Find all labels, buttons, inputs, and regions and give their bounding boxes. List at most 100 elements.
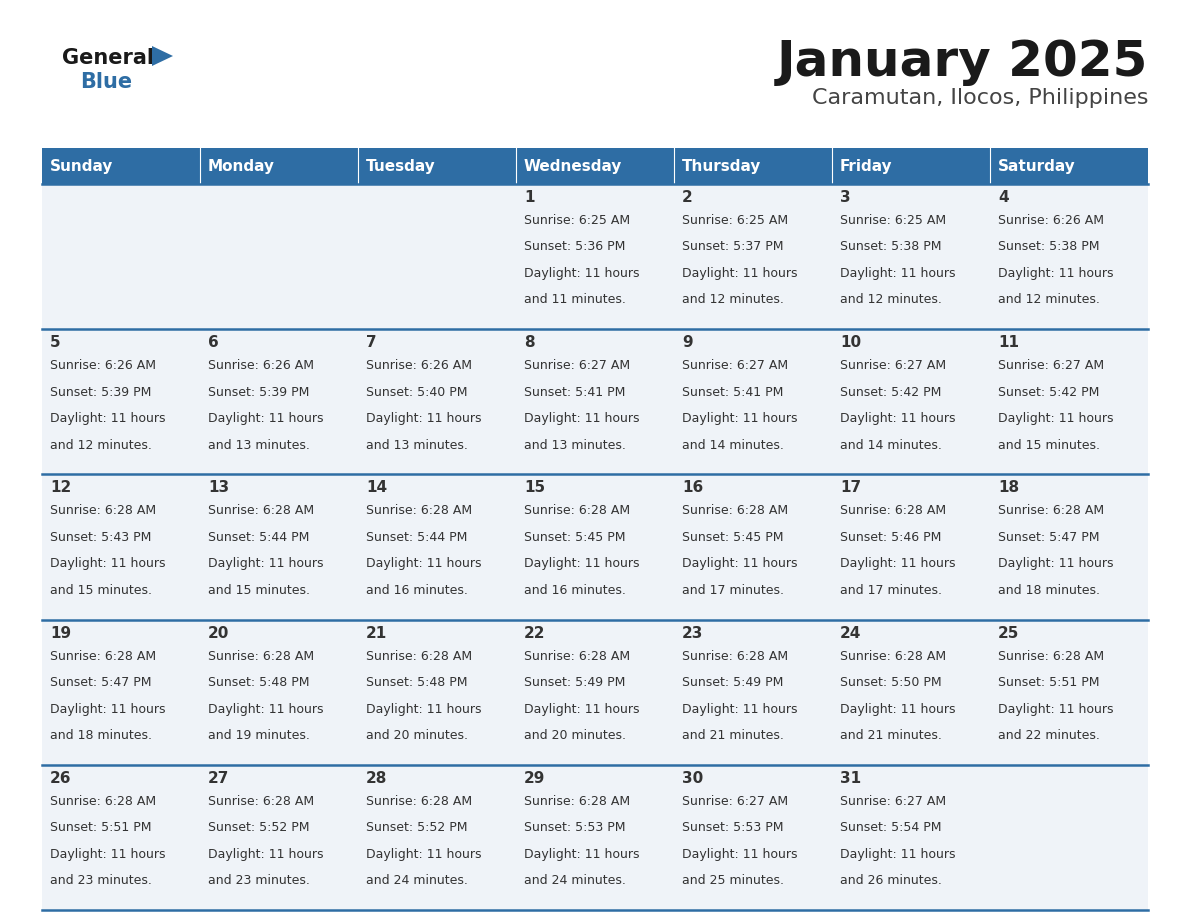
Text: Sunset: 5:40 PM: Sunset: 5:40 PM xyxy=(366,386,468,398)
Text: Sunset: 5:54 PM: Sunset: 5:54 PM xyxy=(840,822,942,834)
Text: Sunset: 5:46 PM: Sunset: 5:46 PM xyxy=(840,531,941,543)
Text: 18: 18 xyxy=(998,480,1019,496)
Text: Sunrise: 6:28 AM: Sunrise: 6:28 AM xyxy=(840,650,946,663)
Bar xyxy=(42,620,200,765)
Text: Sunset: 5:42 PM: Sunset: 5:42 PM xyxy=(840,386,941,398)
Bar xyxy=(200,475,358,620)
Text: and 24 minutes.: and 24 minutes. xyxy=(524,874,626,887)
Text: 31: 31 xyxy=(840,771,861,786)
Text: Sunrise: 6:27 AM: Sunrise: 6:27 AM xyxy=(682,795,788,808)
Text: Monday: Monday xyxy=(208,159,274,174)
Bar xyxy=(42,765,200,910)
Bar xyxy=(358,184,516,330)
Text: 10: 10 xyxy=(840,335,861,350)
Text: Sunset: 5:39 PM: Sunset: 5:39 PM xyxy=(50,386,151,398)
Text: and 12 minutes.: and 12 minutes. xyxy=(50,439,152,452)
Text: Caramutan, Ilocos, Philippines: Caramutan, Ilocos, Philippines xyxy=(811,88,1148,108)
Text: Sunset: 5:50 PM: Sunset: 5:50 PM xyxy=(840,676,942,689)
Text: Sunset: 5:38 PM: Sunset: 5:38 PM xyxy=(840,241,942,253)
Text: and 20 minutes.: and 20 minutes. xyxy=(366,729,468,742)
Text: Daylight: 11 hours: Daylight: 11 hours xyxy=(208,557,323,570)
Text: Sunset: 5:41 PM: Sunset: 5:41 PM xyxy=(682,386,783,398)
Text: 19: 19 xyxy=(50,625,71,641)
Bar xyxy=(674,765,832,910)
Text: 8: 8 xyxy=(524,335,535,350)
Text: Daylight: 11 hours: Daylight: 11 hours xyxy=(208,702,323,715)
Text: Sunset: 5:48 PM: Sunset: 5:48 PM xyxy=(366,676,468,689)
Text: Daylight: 11 hours: Daylight: 11 hours xyxy=(50,702,165,715)
Bar xyxy=(832,184,990,330)
Text: and 23 minutes.: and 23 minutes. xyxy=(50,874,152,887)
Text: Sunrise: 6:28 AM: Sunrise: 6:28 AM xyxy=(524,504,630,518)
Text: Sunrise: 6:28 AM: Sunrise: 6:28 AM xyxy=(366,795,472,808)
Text: and 15 minutes.: and 15 minutes. xyxy=(50,584,152,597)
Text: Sunset: 5:42 PM: Sunset: 5:42 PM xyxy=(998,386,1099,398)
Text: Wednesday: Wednesday xyxy=(524,159,623,174)
Text: 25: 25 xyxy=(998,625,1019,641)
Text: Sunset: 5:45 PM: Sunset: 5:45 PM xyxy=(524,531,626,543)
Text: Sunset: 5:43 PM: Sunset: 5:43 PM xyxy=(50,531,151,543)
Text: 23: 23 xyxy=(682,625,703,641)
Text: Daylight: 11 hours: Daylight: 11 hours xyxy=(998,412,1113,425)
Text: Sunrise: 6:28 AM: Sunrise: 6:28 AM xyxy=(682,504,788,518)
Bar xyxy=(990,330,1148,475)
Bar xyxy=(674,148,832,184)
Text: Sunrise: 6:27 AM: Sunrise: 6:27 AM xyxy=(840,795,946,808)
Text: Sunrise: 6:27 AM: Sunrise: 6:27 AM xyxy=(840,359,946,372)
Text: Friday: Friday xyxy=(840,159,892,174)
Text: Sunrise: 6:26 AM: Sunrise: 6:26 AM xyxy=(208,359,314,372)
Text: 21: 21 xyxy=(366,625,387,641)
Text: Sunrise: 6:26 AM: Sunrise: 6:26 AM xyxy=(998,214,1104,227)
Text: Sunset: 5:37 PM: Sunset: 5:37 PM xyxy=(682,241,784,253)
Bar xyxy=(358,475,516,620)
Text: 14: 14 xyxy=(366,480,387,496)
Text: and 22 minutes.: and 22 minutes. xyxy=(998,729,1100,742)
Text: Sunrise: 6:25 AM: Sunrise: 6:25 AM xyxy=(524,214,630,227)
Text: Sunset: 5:51 PM: Sunset: 5:51 PM xyxy=(998,676,1100,689)
Text: Daylight: 11 hours: Daylight: 11 hours xyxy=(840,557,955,570)
Text: Daylight: 11 hours: Daylight: 11 hours xyxy=(366,847,481,861)
Text: and 14 minutes.: and 14 minutes. xyxy=(682,439,784,452)
Bar xyxy=(42,475,200,620)
Text: Sunrise: 6:26 AM: Sunrise: 6:26 AM xyxy=(366,359,472,372)
Bar xyxy=(42,330,200,475)
Text: and 16 minutes.: and 16 minutes. xyxy=(366,584,468,597)
Text: Sunrise: 6:27 AM: Sunrise: 6:27 AM xyxy=(524,359,630,372)
Text: Daylight: 11 hours: Daylight: 11 hours xyxy=(840,702,955,715)
Bar xyxy=(200,330,358,475)
Text: Sunset: 5:49 PM: Sunset: 5:49 PM xyxy=(524,676,625,689)
Bar xyxy=(832,620,990,765)
Text: Daylight: 11 hours: Daylight: 11 hours xyxy=(682,557,797,570)
Bar xyxy=(990,148,1148,184)
Text: and 21 minutes.: and 21 minutes. xyxy=(682,729,784,742)
Bar xyxy=(516,475,674,620)
Text: 22: 22 xyxy=(524,625,545,641)
Text: and 18 minutes.: and 18 minutes. xyxy=(50,729,152,742)
Text: Sunrise: 6:27 AM: Sunrise: 6:27 AM xyxy=(682,359,788,372)
Text: 30: 30 xyxy=(682,771,703,786)
Bar xyxy=(358,765,516,910)
Text: Sunset: 5:53 PM: Sunset: 5:53 PM xyxy=(682,822,784,834)
Bar xyxy=(674,330,832,475)
Bar xyxy=(42,184,200,330)
Bar xyxy=(990,620,1148,765)
Bar xyxy=(516,765,674,910)
Text: Daylight: 11 hours: Daylight: 11 hours xyxy=(524,412,639,425)
Text: Daylight: 11 hours: Daylight: 11 hours xyxy=(50,557,165,570)
Text: and 14 minutes.: and 14 minutes. xyxy=(840,439,942,452)
Text: Sunset: 5:45 PM: Sunset: 5:45 PM xyxy=(682,531,784,543)
Text: 7: 7 xyxy=(366,335,377,350)
Text: Sunrise: 6:28 AM: Sunrise: 6:28 AM xyxy=(50,650,156,663)
Text: and 15 minutes.: and 15 minutes. xyxy=(998,439,1100,452)
Text: Daylight: 11 hours: Daylight: 11 hours xyxy=(524,702,639,715)
Text: Sunset: 5:44 PM: Sunset: 5:44 PM xyxy=(366,531,467,543)
Text: Sunrise: 6:28 AM: Sunrise: 6:28 AM xyxy=(208,795,314,808)
Text: Daylight: 11 hours: Daylight: 11 hours xyxy=(682,702,797,715)
Text: 24: 24 xyxy=(840,625,861,641)
Bar xyxy=(674,620,832,765)
Text: Sunset: 5:47 PM: Sunset: 5:47 PM xyxy=(50,676,152,689)
Text: and 20 minutes.: and 20 minutes. xyxy=(524,729,626,742)
Bar xyxy=(358,620,516,765)
Text: Daylight: 11 hours: Daylight: 11 hours xyxy=(208,847,323,861)
Text: 12: 12 xyxy=(50,480,71,496)
